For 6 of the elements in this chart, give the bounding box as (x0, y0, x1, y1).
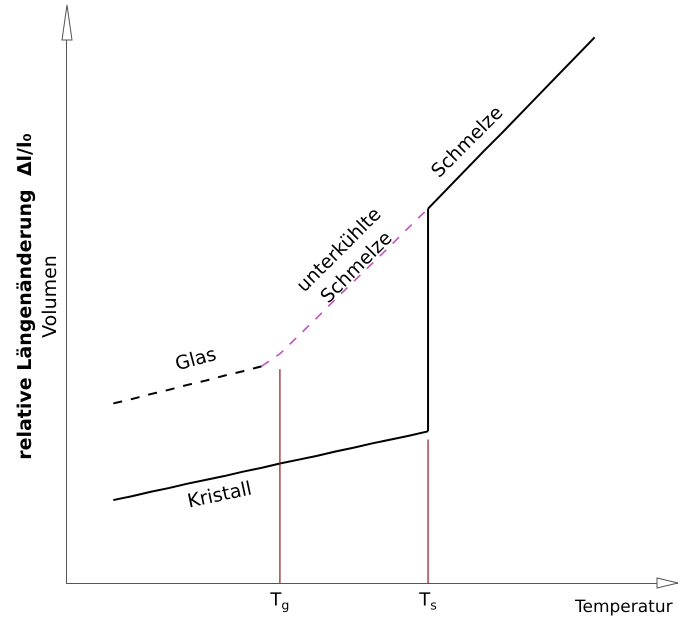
x-axis-title: Temperatur (574, 597, 673, 617)
y-axis-title: relative Längenänderung Δl/l₀ Volumen (14, 133, 61, 460)
annotation: Kristall (185, 477, 254, 513)
x-tick-label: T$_{s}$ (418, 590, 437, 612)
x-tick-label: T$_{g}$ (269, 590, 290, 612)
annotation: Glas (172, 343, 219, 376)
